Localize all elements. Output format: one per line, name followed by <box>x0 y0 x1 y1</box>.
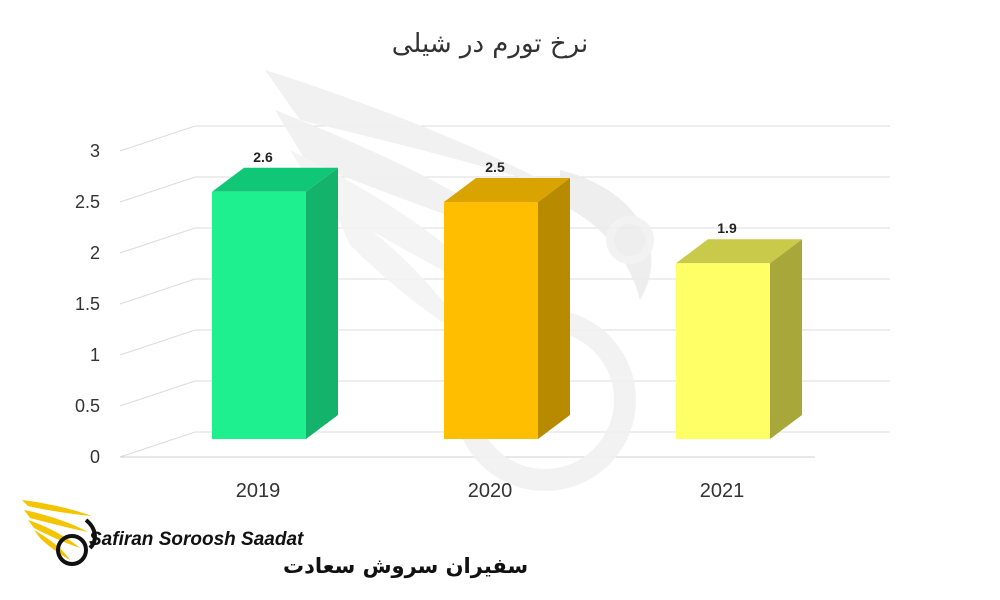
gridline <box>119 125 890 152</box>
bar-2019 <box>212 167 338 440</box>
brand-name-fa: سفیران سروش سعادت <box>283 554 528 578</box>
gridline <box>119 278 890 305</box>
bar-2021 <box>676 239 802 439</box>
data-label-2021: 1.9 <box>717 220 737 236</box>
gridline <box>119 380 890 407</box>
bar-2020 <box>444 178 570 439</box>
gridline <box>119 176 890 203</box>
bars <box>212 167 802 440</box>
x-tick-label-2019: 2019 <box>236 480 281 502</box>
gridline <box>119 431 890 458</box>
y-tick-label: 3 <box>90 141 100 161</box>
y-tick-label: 1 <box>90 345 100 365</box>
y-tick-label: 2 <box>90 243 100 263</box>
x-tick-label-2021: 2021 <box>700 480 745 502</box>
y-tick-label: 2.5 <box>75 192 100 212</box>
data-labels: 2.6 2.5 1.9 <box>253 149 737 236</box>
y-tick-label: 0 <box>90 447 100 467</box>
brand-logo: Safiran Soroosh Saadat سفیران سروش سعادت <box>22 500 528 578</box>
y-tick-label: 0.5 <box>75 396 100 416</box>
x-axis: 2019 2020 2021 <box>236 480 745 502</box>
gridline <box>119 227 890 254</box>
wing-swirl-logo-icon <box>22 500 97 566</box>
gridline <box>119 329 890 356</box>
chart-title: نرخ تورم در شیلی <box>392 29 589 59</box>
data-label-2019: 2.6 <box>253 149 273 165</box>
y-axis: 0 0.5 1 1.5 2 2.5 3 <box>75 141 100 467</box>
brand-name-en: Safiran Soroosh Saadat <box>89 529 304 550</box>
data-label-2020: 2.5 <box>485 159 505 175</box>
y-tick-label: 1.5 <box>75 294 100 314</box>
x-tick-label-2020: 2020 <box>468 480 513 502</box>
gridlines <box>119 125 890 458</box>
